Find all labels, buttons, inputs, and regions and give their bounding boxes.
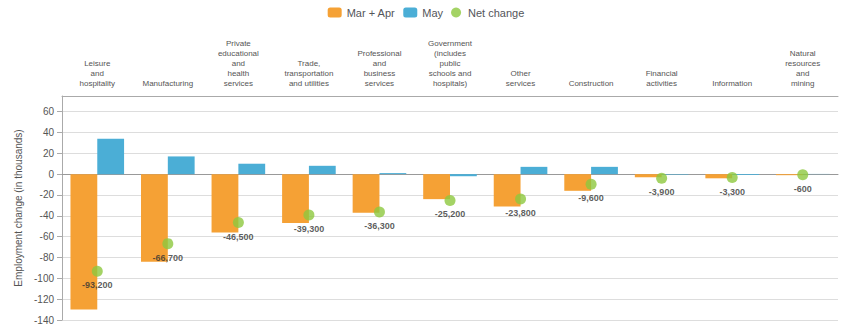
svg-text:services: services <box>224 79 253 88</box>
svg-text:and: and <box>796 69 809 78</box>
svg-text:Manufacturing: Manufacturing <box>142 79 193 88</box>
svg-text:Professional: Professional <box>357 49 401 58</box>
svg-text:transportation: transportation <box>284 69 333 78</box>
svg-text:resources: resources <box>785 59 820 68</box>
svg-text:-46,500: -46,500 <box>223 232 254 242</box>
svg-text:-9,600: -9,600 <box>578 193 604 203</box>
svg-text:-140: -140 <box>34 315 54 326</box>
svg-text:public: public <box>440 59 461 68</box>
svg-text:-40: -40 <box>40 210 55 221</box>
svg-text:business: business <box>364 69 396 78</box>
svg-text:-39,300: -39,300 <box>294 224 325 234</box>
svg-text:-23,800: -23,800 <box>505 208 536 218</box>
svg-text:60: 60 <box>43 106 55 117</box>
svg-text:and: and <box>232 59 245 68</box>
svg-text:hospitality: hospitality <box>79 79 115 88</box>
svg-text:and: and <box>373 59 386 68</box>
svg-text:Net change: Net change <box>468 7 524 19</box>
svg-text:and: and <box>91 69 104 78</box>
svg-text:Mar + Apr: Mar + Apr <box>347 7 395 19</box>
svg-text:Information: Information <box>712 79 752 88</box>
svg-text:(includes: (includes <box>434 49 466 58</box>
svg-text:Construction: Construction <box>569 79 614 88</box>
svg-text:Employment change (in thousand: Employment change (in thousands) <box>13 129 24 286</box>
svg-text:-120: -120 <box>34 294 54 305</box>
svg-text:-66,700: -66,700 <box>153 253 184 263</box>
svg-text:mining: mining <box>791 79 815 88</box>
svg-text:May: May <box>422 7 443 19</box>
svg-text:Trade,: Trade, <box>297 59 320 68</box>
svg-text:Financial: Financial <box>646 69 678 78</box>
svg-text:-600: -600 <box>794 184 812 194</box>
svg-text:-3,900: -3,900 <box>649 187 675 197</box>
svg-text:20: 20 <box>43 148 55 159</box>
svg-text:-20: -20 <box>40 189 55 200</box>
svg-text:0: 0 <box>48 169 54 180</box>
svg-text:-80: -80 <box>40 252 55 263</box>
svg-text:schools and: schools and <box>429 69 472 78</box>
svg-text:hospitals): hospitals) <box>433 79 468 88</box>
svg-text:Leisure: Leisure <box>84 59 111 68</box>
svg-text:-60: -60 <box>40 231 55 242</box>
svg-text:health: health <box>227 69 249 78</box>
svg-text:Government: Government <box>428 39 473 48</box>
svg-text:40: 40 <box>43 127 55 138</box>
svg-text:-25,200: -25,200 <box>435 209 466 219</box>
svg-text:services: services <box>506 79 535 88</box>
svg-text:activities: activities <box>646 79 677 88</box>
svg-text:educational: educational <box>218 49 259 58</box>
svg-text:-36,300: -36,300 <box>364 221 395 231</box>
svg-text:services: services <box>365 79 394 88</box>
svg-text:-3,300: -3,300 <box>719 187 745 197</box>
svg-text:-100: -100 <box>34 273 54 284</box>
svg-text:and utilities: and utilities <box>289 79 329 88</box>
svg-text:Other: Other <box>511 69 531 78</box>
svg-text:Private: Private <box>226 39 251 48</box>
svg-text:Natural: Natural <box>790 49 816 58</box>
svg-text:-93,200: -93,200 <box>82 280 113 290</box>
